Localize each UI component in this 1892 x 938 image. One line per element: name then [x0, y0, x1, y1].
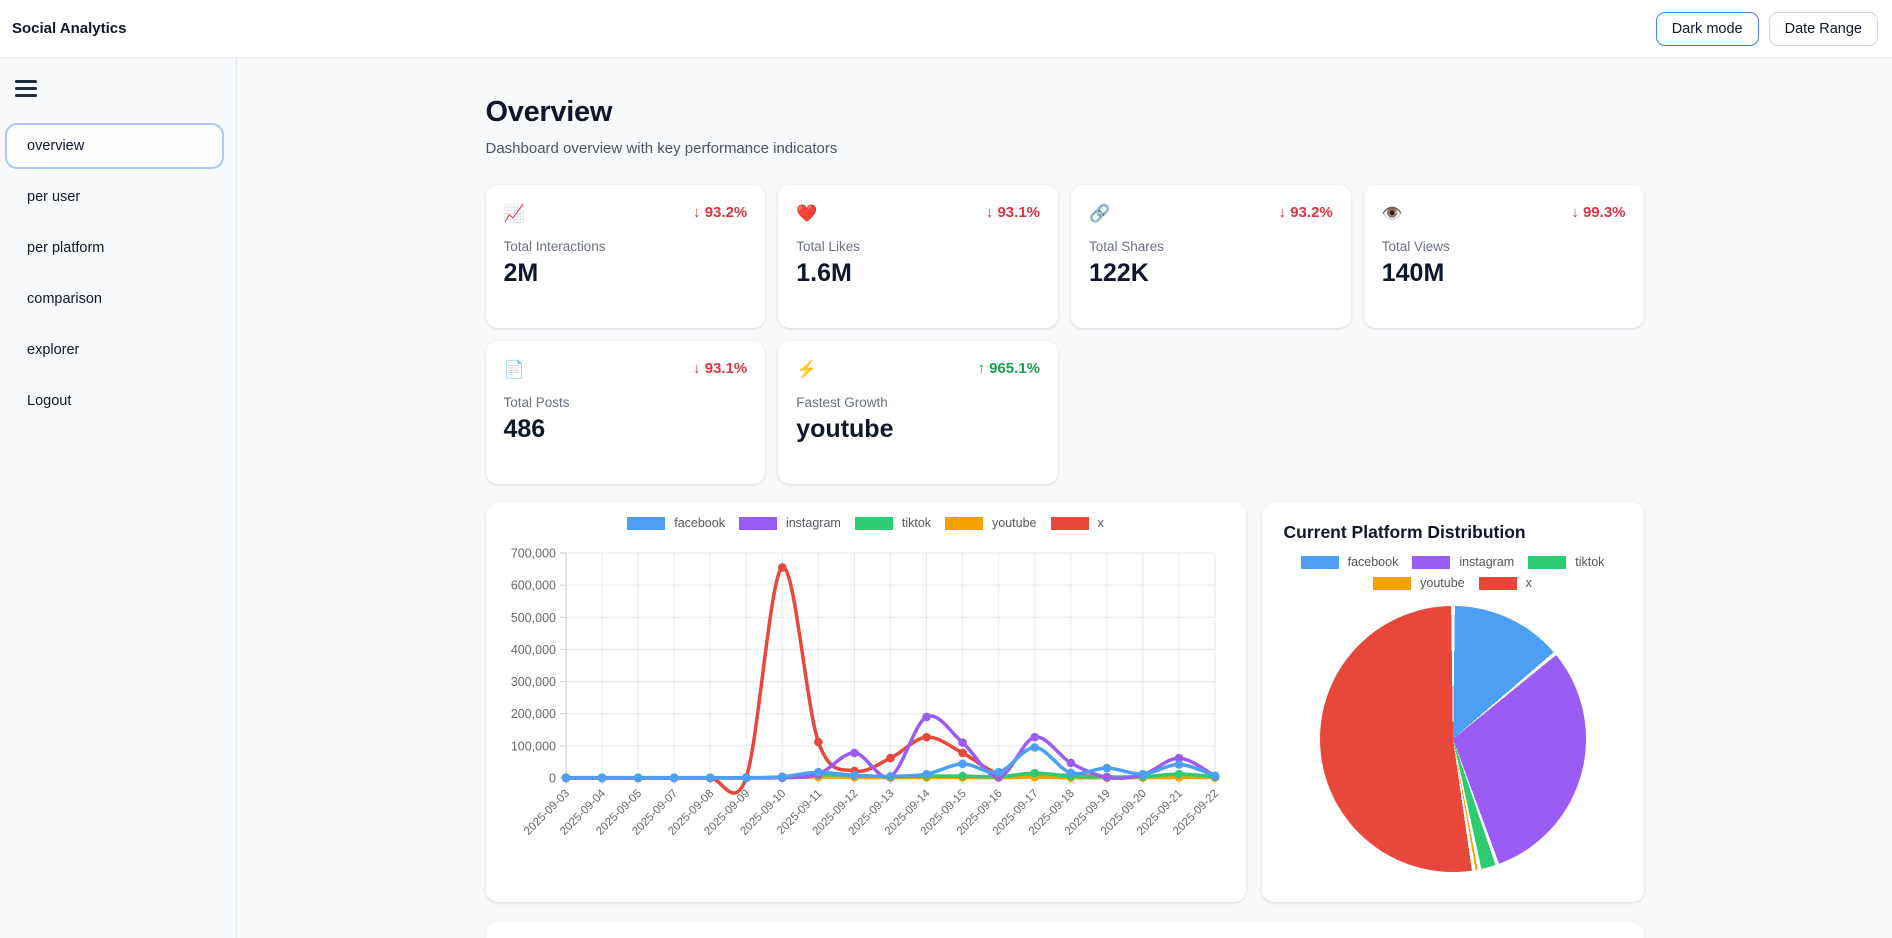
kpi-label: Total Shares — [1089, 239, 1165, 254]
legend-label: tiktok — [901, 516, 932, 530]
legend-label: instagram — [785, 516, 841, 530]
partial-card — [485, 922, 1644, 938]
legend-swatch-icon — [738, 516, 777, 530]
legend-item-tiktok[interactable]: tiktok — [854, 516, 932, 530]
kpi-label: Total Views — [1381, 239, 1450, 254]
line-series-facebook — [561, 743, 1219, 782]
kpi-label: Total Posts — [503, 395, 570, 410]
pie-chart — [1319, 606, 1586, 872]
legend-item-x[interactable]: x — [1478, 576, 1532, 590]
line-chart: 0 100,000 200,000 300,000 400,000 500,000 600,… — [510, 547, 1220, 838]
page-title: Overview — [485, 96, 613, 128]
legend-label: tiktok — [1575, 555, 1605, 569]
legend-label: youtube — [1420, 576, 1465, 590]
charts-row: facebook instagram tiktok youtube x 0 100,000… — [485, 502, 1644, 902]
svg-text:300,000: 300,000 — [510, 675, 555, 689]
kpi-value: 1.6M — [796, 259, 852, 287]
legend-item-tiktok[interactable]: tiktok — [1528, 555, 1604, 569]
hamburger-menu-icon[interactable] — [15, 80, 37, 97]
kpi-value: 2M — [503, 259, 539, 287]
kpi-card-total-likes: ❤️ ↓ 93.1% Total Likes 1.6M — [778, 185, 1058, 328]
svg-text:0: 0 — [549, 772, 556, 786]
kpi-label: Total Interactions — [503, 239, 606, 254]
legend-item-youtube[interactable]: youtube — [1373, 576, 1465, 590]
kpi-grid: 📈 ↓ 93.2% Total Interactions 2M ❤️ ↓ 93.1% Tot… — [485, 185, 1644, 484]
header-actions: Dark mode Date Range — [1655, 11, 1878, 46]
kpi-card-fastest-growth: ⚡ ↑ 965.1% Fastest Growth youtube — [778, 341, 1058, 484]
page-subtitle: Dashboard overview with key performance … — [485, 140, 838, 157]
svg-text:600,000: 600,000 — [510, 579, 555, 593]
heart-icon: ❤️ — [796, 204, 818, 223]
kpi-value: 140M — [1381, 259, 1445, 287]
interactions-line-chart-card: facebook instagram tiktok youtube x 0 100,000… — [485, 502, 1246, 902]
svg-text:400,000: 400,000 — [510, 643, 555, 657]
sidebar-nav: overview per user per platform comparison ex… — [5, 122, 224, 424]
svg-text:200,000: 200,000 — [510, 707, 555, 721]
legend-swatch-icon — [1373, 576, 1412, 590]
legend-item-instagram[interactable]: instagram — [738, 516, 841, 530]
legend-swatch-icon — [1300, 555, 1339, 569]
sidebar-item-explorer[interactable]: explorer — [27, 341, 80, 358]
legend-label: x — [1097, 516, 1104, 530]
platform-distribution-card: Current Platform Distribution facebook in… — [1261, 502, 1644, 902]
kpi-card-total-posts: 📄 ↓ 93.1% Total Posts 486 — [485, 341, 766, 484]
dark-mode-button[interactable]: Dark mode — [1655, 11, 1759, 46]
chart-increasing-icon: 📈 — [503, 204, 525, 223]
kpi-delta: ↓ 99.3% — [1571, 204, 1626, 221]
legend-label: youtube — [992, 516, 1037, 530]
legend-swatch-icon — [1528, 555, 1567, 569]
legend-swatch-icon — [1478, 576, 1517, 590]
kpi-card-total-shares: 🔗 ↓ 93.2% Total Shares 122K — [1071, 185, 1351, 328]
kpi-label: Fastest Growth — [796, 395, 888, 410]
legend-swatch-icon — [945, 516, 984, 530]
kpi-value: youtube — [796, 415, 894, 443]
legend-item-instagram[interactable]: instagram — [1412, 555, 1514, 569]
sidebar-item-overview[interactable]: overview — [5, 122, 224, 169]
page-icon: 📄 — [503, 360, 525, 379]
legend-label: facebook — [674, 516, 725, 530]
legend-item-facebook[interactable]: facebook — [627, 516, 725, 530]
sidebar-item-logout[interactable]: Logout — [27, 392, 72, 409]
main-area: Overview Dashboard overview with key per… — [237, 58, 1892, 938]
legend-swatch-icon — [854, 516, 893, 530]
link-icon: 🔗 — [1089, 204, 1111, 223]
zap-icon: ⚡ — [796, 360, 818, 379]
kpi-card-total-interactions: 📈 ↓ 93.2% Total Interactions 2M — [485, 185, 766, 328]
app-title: Social Analytics — [12, 20, 127, 37]
kpi-card-total-views: 👁️ ↓ 99.3% Total Views 140M — [1363, 185, 1644, 328]
legend-swatch-icon — [627, 516, 666, 530]
line-chart-legend: facebook instagram tiktok youtube x — [496, 516, 1236, 530]
sidebar-item-per-user[interactable]: per user — [27, 188, 81, 205]
legend-swatch-icon — [1050, 516, 1089, 530]
kpi-value: 486 — [503, 415, 546, 443]
legend-label: facebook — [1347, 555, 1399, 569]
svg-text:500,000: 500,000 — [510, 611, 555, 625]
kpi-value: 122K — [1089, 259, 1149, 287]
legend-item-x[interactable]: x — [1050, 516, 1104, 530]
kpi-delta: ↓ 93.1% — [693, 360, 748, 377]
kpi-delta: ↓ 93.2% — [693, 204, 748, 221]
pie-chart-legend: facebook instagram tiktok youtube x — [1278, 555, 1628, 590]
sidebar: overview per user per platform comparison ex… — [0, 58, 237, 938]
legend-label: x — [1525, 576, 1532, 590]
pie-chart-title: Current Platform Distribution — [1283, 522, 1526, 542]
kpi-delta: ↓ 93.2% — [1278, 204, 1333, 221]
sidebar-item-per-platform[interactable]: per platform — [27, 239, 105, 256]
kpi-label: Total Likes — [796, 239, 861, 254]
legend-item-facebook[interactable]: facebook — [1300, 555, 1399, 569]
top-bar: Social Analytics Dark mode Date Range — [0, 0, 1892, 58]
kpi-delta: ↓ 93.1% — [985, 204, 1040, 221]
sidebar-item-comparison[interactable]: comparison — [27, 290, 102, 307]
svg-text:700,000: 700,000 — [510, 547, 555, 561]
date-range-button[interactable]: Date Range — [1768, 11, 1878, 46]
legend-label: instagram — [1459, 555, 1515, 569]
kpi-delta: ↑ 965.1% — [977, 360, 1040, 377]
eye-icon: 👁️ — [1381, 204, 1403, 223]
legend-item-youtube[interactable]: youtube — [945, 516, 1037, 530]
legend-swatch-icon — [1412, 555, 1451, 569]
svg-text:100,000: 100,000 — [510, 739, 555, 753]
